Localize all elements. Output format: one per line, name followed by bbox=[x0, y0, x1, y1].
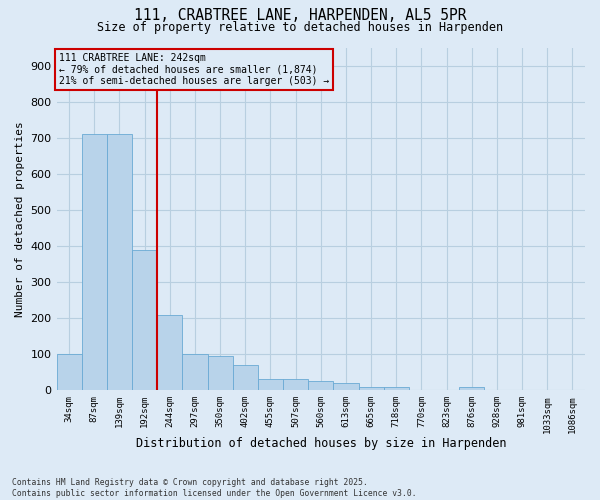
Bar bbox=[308, 382, 334, 390]
Bar bbox=[182, 354, 208, 390]
Bar bbox=[56, 354, 82, 390]
Text: 111, CRABTREE LANE, HARPENDEN, AL5 5PR: 111, CRABTREE LANE, HARPENDEN, AL5 5PR bbox=[134, 8, 466, 22]
Bar bbox=[258, 379, 283, 390]
Text: Size of property relative to detached houses in Harpenden: Size of property relative to detached ho… bbox=[97, 21, 503, 34]
Bar bbox=[359, 386, 383, 390]
Bar bbox=[208, 356, 233, 390]
Bar bbox=[459, 388, 484, 390]
Bar bbox=[132, 250, 157, 390]
X-axis label: Distribution of detached houses by size in Harpenden: Distribution of detached houses by size … bbox=[136, 437, 506, 450]
Text: 111 CRABTREE LANE: 242sqm
← 79% of detached houses are smaller (1,874)
21% of se: 111 CRABTREE LANE: 242sqm ← 79% of detac… bbox=[59, 52, 329, 86]
Bar bbox=[334, 383, 359, 390]
Bar bbox=[283, 379, 308, 390]
Text: Contains HM Land Registry data © Crown copyright and database right 2025.
Contai: Contains HM Land Registry data © Crown c… bbox=[12, 478, 416, 498]
Bar bbox=[157, 314, 182, 390]
Y-axis label: Number of detached properties: Number of detached properties bbox=[15, 121, 25, 317]
Bar bbox=[233, 365, 258, 390]
Bar bbox=[82, 134, 107, 390]
Bar bbox=[383, 388, 409, 390]
Bar bbox=[107, 134, 132, 390]
